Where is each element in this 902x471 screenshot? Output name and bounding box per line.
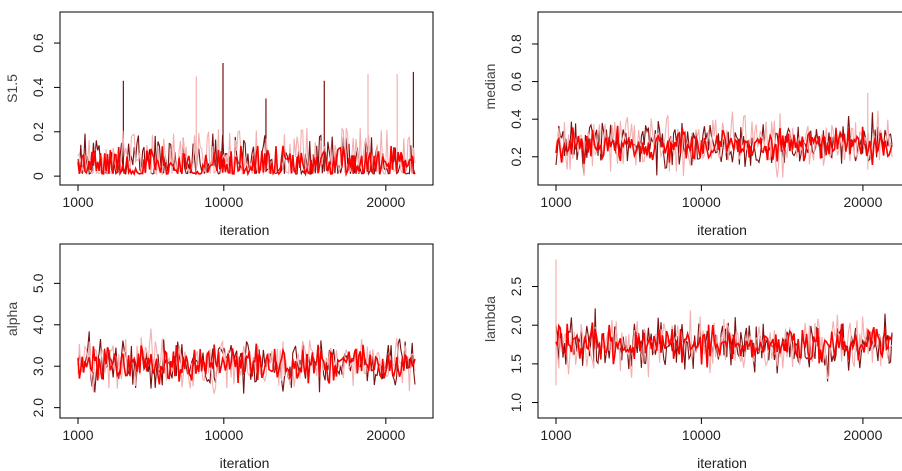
x-axis-title: iteration: [220, 455, 270, 471]
y-tick-label: 0.6: [30, 33, 46, 53]
plot-frame: [537, 243, 902, 419]
y-tick-label: 2.5: [508, 277, 524, 297]
plot-frame: [59, 243, 434, 419]
x-tick-label: 1000: [540, 427, 571, 443]
series-line-3-2: [555, 322, 893, 368]
trace-panel-1: 1000 10000 20000 iteration 0.2 0.4 0.6 0.8 media…: [482, 11, 902, 238]
x-tick-label: 10000: [682, 194, 721, 210]
y-tick-label: 3.0: [30, 356, 46, 376]
x-tick-label: 20000: [366, 427, 405, 443]
y-tick-label: 4.0: [30, 315, 46, 335]
x-tick-label: 10000: [204, 194, 243, 210]
y-tick-label: 2.0: [30, 398, 46, 418]
x-tick-label: 1000: [62, 194, 93, 210]
x-axis-title: iteration: [220, 222, 270, 238]
x-tick-label: 10000: [204, 427, 243, 443]
y-tick-label: 0.4: [30, 77, 46, 97]
y-tick-label: 0: [30, 172, 46, 180]
y-axis-title: median: [482, 64, 498, 110]
series-line-3-1: [555, 310, 893, 380]
y-axis-title: alpha: [4, 302, 20, 336]
x-tick-label: 1000: [540, 194, 571, 210]
y-tick-label: 5.0: [30, 273, 46, 293]
y-tick-label: 1.0: [508, 393, 524, 413]
trace-panel-0: 1000 10000 20000 iteration 0 0.2 0.4 0.6 S1.5: [4, 11, 434, 238]
y-tick-label: 0.2: [30, 122, 46, 142]
x-tick-label: 1000: [62, 427, 93, 443]
y-tick-label: 0.4: [508, 109, 524, 129]
trace-panel-3: 1000 10000 20000 iteration 1.0 1.5 2.0 2.5 lambd…: [482, 243, 902, 471]
plot-frame: [59, 11, 434, 186]
plot-frame: [537, 11, 902, 186]
x-tick-label: 20000: [366, 194, 405, 210]
x-axis-title: iteration: [697, 455, 747, 471]
x-axis-title: iteration: [697, 222, 747, 238]
y-tick-label: 0.2: [508, 147, 524, 167]
series-line-0-2: [77, 145, 416, 177]
y-axis-title: lambda: [482, 296, 498, 342]
y-axis-title: S1.5: [4, 74, 20, 103]
series-line-3-0: [555, 308, 893, 382]
series-line-0-1: [77, 127, 416, 176]
x-tick-label: 10000: [682, 427, 721, 443]
series-line-1-2: [555, 125, 893, 165]
series-line-2-2: [77, 343, 416, 385]
y-tick-label: 0.6: [508, 72, 524, 92]
y-tick-label: 2.0: [508, 315, 524, 335]
x-tick-label: 20000: [843, 194, 882, 210]
y-tick-label: 1.5: [508, 354, 524, 374]
trace-panel-2: 1000 10000 20000 iteration 2.0 3.0 4.0 5.0 alpha: [4, 243, 434, 471]
y-tick-label: 0.8: [508, 34, 524, 54]
x-tick-label: 20000: [843, 427, 882, 443]
